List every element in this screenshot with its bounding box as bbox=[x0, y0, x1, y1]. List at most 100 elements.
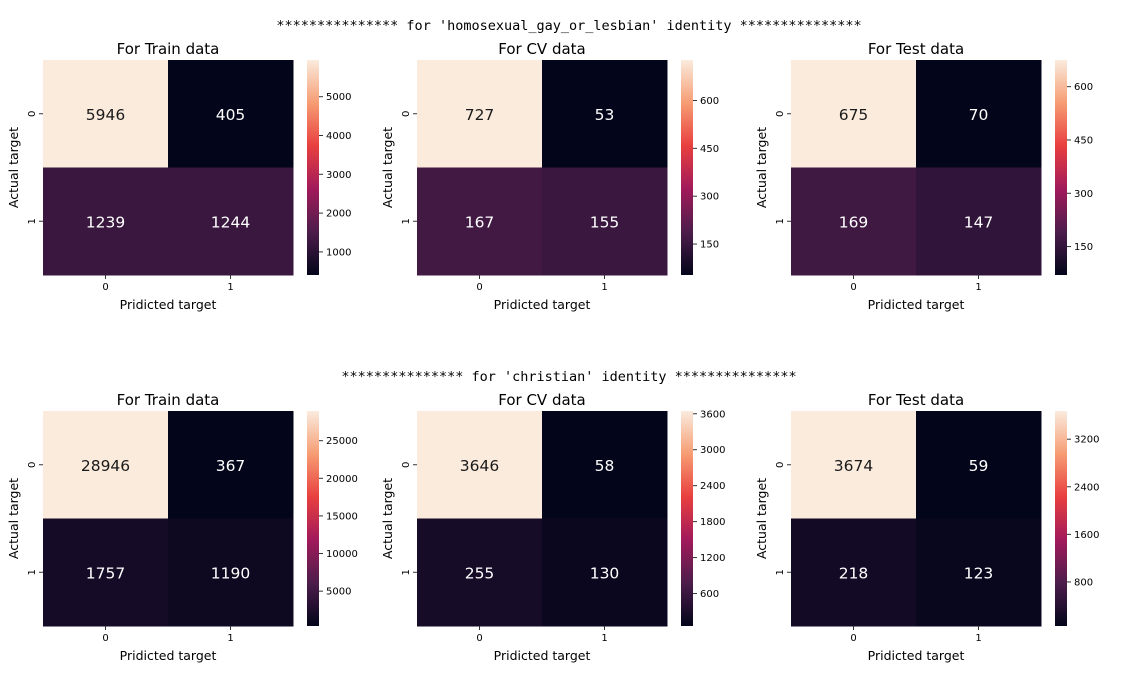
colorbar-tick-label: 25000 bbox=[326, 436, 358, 447]
y-tick-label: 0 bbox=[401, 111, 412, 117]
colorbar-tick-label: 3600 bbox=[700, 409, 725, 420]
heatmap-cell bbox=[168, 411, 294, 519]
x-tick-label: 0 bbox=[102, 282, 108, 293]
y-axis-label: Actual target bbox=[754, 127, 769, 208]
heatmap-panel-4: For CV data 3646 58 255 130 0 1 0 1 Pridicted tar… bbox=[380, 391, 725, 663]
x-tick-label: 1 bbox=[975, 282, 981, 293]
y-tick-label: 0 bbox=[775, 111, 786, 117]
colorbar-tick-label: 800 bbox=[1074, 577, 1093, 588]
colorbar bbox=[1055, 60, 1067, 275]
heatmap-title: For Test data bbox=[868, 391, 964, 409]
cell-value-label: 1190 bbox=[211, 564, 250, 582]
cell-value-label: 5946 bbox=[86, 106, 125, 124]
colorbar-tick-label: 5000 bbox=[326, 92, 351, 103]
colorbar bbox=[307, 60, 319, 275]
x-axis-label: Pridicted target bbox=[120, 648, 217, 663]
heatmap-cell bbox=[916, 518, 1042, 627]
colorbar-tick-label: 1600 bbox=[1074, 530, 1099, 541]
x-tick-label: 0 bbox=[476, 282, 482, 293]
y-tick-label: 1 bbox=[775, 218, 786, 224]
colorbar-tick-label: 5000 bbox=[326, 587, 351, 598]
x-axis-label: Pridicted target bbox=[868, 297, 965, 312]
heatmap-panel-2: For Test data 675 70 169 147 0 1 0 1 Pridicted ta… bbox=[754, 40, 1093, 312]
heatmap-cell bbox=[791, 518, 917, 627]
colorbar-tick-label: 300 bbox=[700, 192, 719, 203]
heatmap-cell bbox=[542, 167, 668, 276]
heatmap-cell bbox=[542, 60, 668, 168]
colorbar-tick-label: 450 bbox=[700, 144, 719, 155]
cell-value-label: 169 bbox=[839, 213, 869, 231]
colorbar bbox=[1055, 411, 1067, 626]
y-axis-label: Actual target bbox=[6, 478, 21, 559]
x-tick-label: 1 bbox=[601, 633, 607, 644]
heatmap-cell bbox=[916, 411, 1042, 519]
x-tick-label: 0 bbox=[850, 633, 856, 644]
heatmap-title: For Train data bbox=[117, 40, 220, 58]
colorbar-tick-label: 1200 bbox=[700, 553, 725, 564]
colorbar-tick-label: 3000 bbox=[326, 170, 351, 181]
heatmap-title: For CV data bbox=[498, 391, 586, 409]
y-axis-label: Actual target bbox=[380, 127, 395, 208]
x-tick-label: 0 bbox=[850, 282, 856, 293]
heatmap-cell bbox=[417, 167, 543, 276]
colorbar-tick-label: 150 bbox=[1074, 242, 1093, 253]
heatmap-title: For Train data bbox=[117, 391, 220, 409]
cell-value-label: 147 bbox=[964, 213, 994, 231]
y-tick-label: 1 bbox=[27, 569, 38, 575]
heatmap-panel-5: For Test data 3674 59 218 123 0 1 0 1 Pridicted t… bbox=[754, 391, 1099, 663]
heatmap-cell bbox=[417, 518, 543, 627]
cell-value-label: 70 bbox=[969, 106, 989, 124]
cell-value-label: 58 bbox=[595, 457, 615, 475]
y-tick-label: 1 bbox=[775, 569, 786, 575]
heatmap-cell bbox=[542, 411, 668, 519]
heatmap-cell bbox=[43, 518, 169, 627]
cell-value-label: 53 bbox=[595, 106, 615, 124]
colorbar bbox=[307, 411, 319, 626]
cell-value-label: 28946 bbox=[81, 457, 130, 475]
y-axis-label: Actual target bbox=[380, 478, 395, 559]
colorbar-tick-label: 600 bbox=[700, 96, 719, 107]
cell-value-label: 1239 bbox=[86, 213, 125, 231]
cell-value-label: 675 bbox=[839, 106, 869, 124]
colorbar-tick-label: 3000 bbox=[700, 445, 725, 456]
cell-value-label: 130 bbox=[590, 564, 620, 582]
x-tick-label: 1 bbox=[601, 282, 607, 293]
cell-value-label: 167 bbox=[465, 213, 495, 231]
cell-value-label: 123 bbox=[964, 564, 994, 582]
colorbar-tick-label: 2000 bbox=[326, 209, 351, 220]
heatmap-cell bbox=[542, 518, 668, 627]
section-title-homosexual: *************** for 'homosexual_gay_or_l… bbox=[276, 18, 862, 34]
x-axis-label: Pridicted target bbox=[494, 648, 591, 663]
colorbar-tick-label: 4000 bbox=[326, 131, 351, 142]
cell-value-label: 155 bbox=[590, 213, 620, 231]
heatmap-title: For CV data bbox=[498, 40, 586, 58]
heatmap-cell bbox=[43, 411, 169, 519]
y-tick-label: 0 bbox=[401, 462, 412, 468]
cell-value-label: 3646 bbox=[460, 457, 499, 475]
y-tick-label: 0 bbox=[775, 462, 786, 468]
cell-value-label: 727 bbox=[465, 106, 495, 124]
cell-value-label: 218 bbox=[839, 564, 869, 582]
cell-value-label: 367 bbox=[216, 457, 246, 475]
colorbar bbox=[681, 411, 693, 626]
cell-value-label: 1244 bbox=[211, 213, 250, 231]
x-axis-label: Pridicted target bbox=[120, 297, 217, 312]
colorbar-tick-label: 600 bbox=[1074, 82, 1093, 93]
y-tick-label: 0 bbox=[27, 462, 38, 468]
cell-value-label: 405 bbox=[216, 106, 246, 124]
heatmap-cell bbox=[916, 60, 1042, 168]
heatmap-panel-1: For CV data 727 53 167 155 0 1 0 1 Pridicted targ… bbox=[380, 40, 719, 312]
heatmap-cell bbox=[168, 60, 294, 168]
colorbar-tick-label: 150 bbox=[700, 240, 719, 251]
heatmap-cell bbox=[417, 60, 543, 168]
colorbar-tick-label: 1800 bbox=[700, 517, 725, 528]
x-tick-label: 1 bbox=[227, 633, 233, 644]
heatmap-cell bbox=[168, 167, 294, 276]
heatmap-cell bbox=[791, 167, 917, 276]
colorbar bbox=[681, 60, 693, 275]
colorbar-tick-label: 3200 bbox=[1074, 435, 1099, 446]
heatmap-cell bbox=[791, 60, 917, 168]
heatmap-cell bbox=[417, 411, 543, 519]
x-tick-label: 1 bbox=[227, 282, 233, 293]
